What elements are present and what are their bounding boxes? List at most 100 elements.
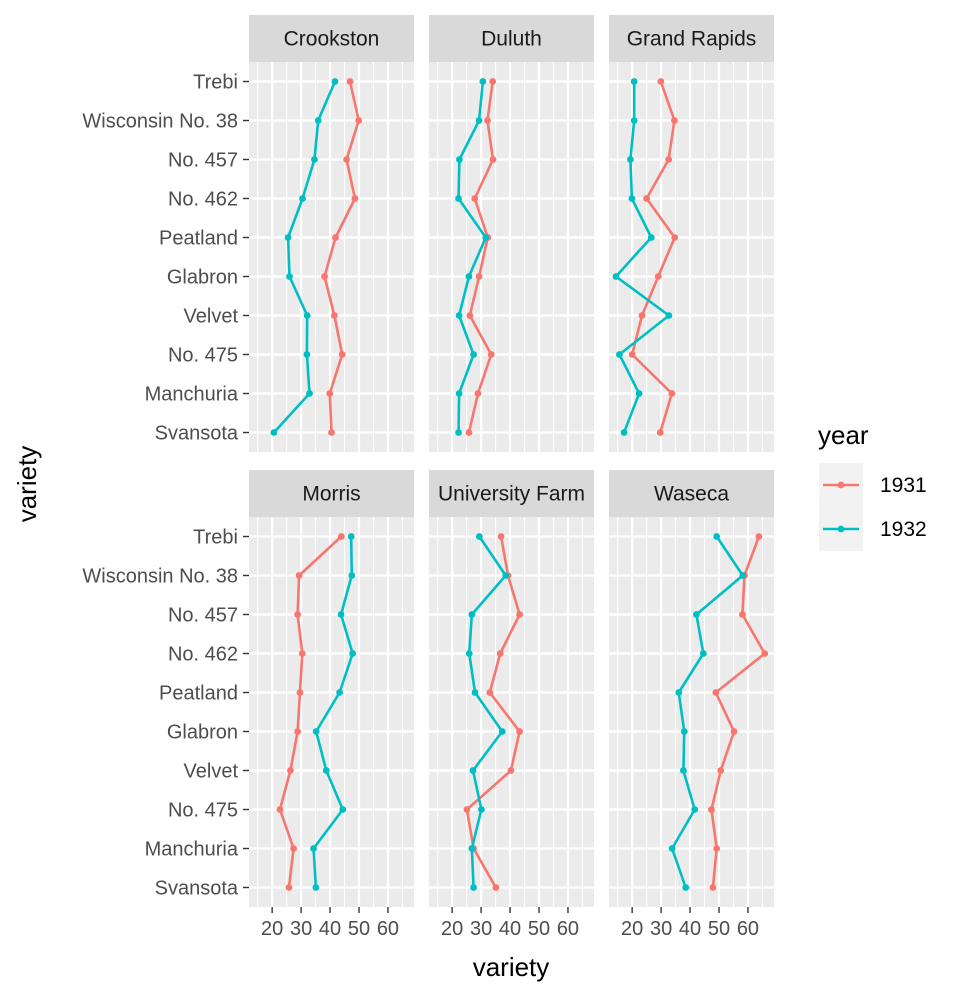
data-point-1931 <box>516 611 524 618</box>
data-point-1932 <box>628 195 636 202</box>
data-point-1932 <box>469 767 477 774</box>
facet-strip-label: Duluth <box>481 28 542 51</box>
x-tick-label: 20 <box>261 918 283 940</box>
facet-panel: Duluth <box>429 15 594 452</box>
series-line-1932 <box>272 80 337 434</box>
y-tick-label: Peatland <box>159 228 238 250</box>
data-point-1932 <box>620 429 628 436</box>
facet-panel: University Farm <box>429 470 594 907</box>
data-point-1932 <box>468 845 476 852</box>
series-line-1932 <box>467 535 508 888</box>
y-tick-label: Trebi <box>193 527 238 549</box>
panel-background <box>609 517 774 907</box>
data-point-1931 <box>466 312 474 319</box>
facet-strip-label: Waseca <box>654 483 729 506</box>
x-tick-label: 40 <box>679 918 701 940</box>
legend-label: 1931 <box>880 474 927 497</box>
legend-key-point <box>837 481 845 489</box>
x-tick-label: 30 <box>470 918 492 940</box>
data-point-1932 <box>455 195 462 202</box>
series-line-1931 <box>710 536 767 888</box>
y-tick-label: Manchuria <box>145 384 239 406</box>
series-line-1931 <box>467 81 495 433</box>
facet-strip <box>249 470 414 517</box>
data-point-1931 <box>761 650 769 657</box>
data-point-1931 <box>332 234 339 241</box>
data-point-1932 <box>455 156 463 163</box>
data-point-1932 <box>284 234 292 241</box>
data-point-1932 <box>699 650 707 657</box>
y-tick-label: Wisconsin No. 38 <box>82 111 238 133</box>
data-point-1932 <box>482 234 490 241</box>
x-tick-label: 50 <box>708 918 730 940</box>
data-point-1932 <box>680 728 688 735</box>
y-tick-label: Glabron <box>167 722 238 744</box>
facet-panels: Crookston Duluth Grand Rapids Morris Univers… <box>249 15 774 907</box>
facet-strip <box>609 15 774 62</box>
data-point-1932 <box>337 611 345 618</box>
data-point-1932 <box>311 156 318 163</box>
data-point-1931 <box>328 429 335 436</box>
data-point-1932 <box>470 351 477 358</box>
data-point-1931 <box>337 533 345 540</box>
data-point-1931 <box>656 429 664 436</box>
data-point-1932 <box>475 117 483 124</box>
x-tick-label: 50 <box>348 918 370 940</box>
legend-entry: 1931 <box>819 463 927 507</box>
facet-panel: Waseca <box>609 470 774 907</box>
data-point-1932 <box>470 884 477 891</box>
data-point-1931 <box>516 728 524 735</box>
data-point-1932 <box>665 312 673 319</box>
y-tick-label: No. 457 <box>168 150 238 172</box>
data-point-1932 <box>455 390 463 397</box>
x-tick-label: 40 <box>319 918 341 940</box>
data-point-1931 <box>465 429 473 436</box>
y-tick-label: Peatland <box>159 683 238 705</box>
data-point-1932 <box>336 689 344 696</box>
y-tick-label: Velvet <box>184 306 239 328</box>
data-point-1932 <box>303 351 311 358</box>
data-point-1931 <box>739 611 746 618</box>
legend-title: year <box>818 420 869 450</box>
data-point-1932 <box>502 572 510 579</box>
data-point-1931 <box>755 533 763 540</box>
data-point-1932 <box>739 572 747 579</box>
series-line-1931 <box>278 535 343 888</box>
data-point-1932 <box>312 884 320 891</box>
facet-strip <box>249 15 414 62</box>
data-point-1931 <box>474 390 482 397</box>
y-tick-label: Svansota <box>155 878 239 900</box>
data-point-1931 <box>487 351 495 358</box>
series-line-1931 <box>630 81 677 433</box>
data-point-1931 <box>668 390 676 397</box>
data-point-1931 <box>671 117 678 124</box>
facet-strip-label: University Farm <box>438 483 585 506</box>
x-tick-label: 60 <box>557 918 579 940</box>
data-point-1931 <box>489 156 497 163</box>
data-point-1931 <box>489 78 497 85</box>
y-tick-label: Glabron <box>167 267 238 289</box>
data-point-1931 <box>638 312 646 319</box>
data-point-1931 <box>497 533 505 540</box>
data-point-1932 <box>349 650 357 657</box>
data-point-1931 <box>475 273 483 280</box>
x-tick-label: 30 <box>650 918 672 940</box>
data-point-1931 <box>276 806 284 813</box>
series-line-1932 <box>457 81 488 433</box>
y-tick-label: No. 475 <box>168 800 238 822</box>
data-point-1931 <box>351 195 359 202</box>
series-line-1931 <box>465 536 521 889</box>
data-point-1931 <box>665 156 673 163</box>
facet-strip <box>429 15 594 62</box>
x-axis-title: variety <box>473 952 550 982</box>
data-point-1931 <box>492 884 500 891</box>
data-point-1931 <box>496 650 504 657</box>
data-point-1931 <box>507 767 515 774</box>
data-point-1932 <box>647 234 655 241</box>
data-point-1932 <box>331 78 339 85</box>
data-point-1932 <box>303 312 311 319</box>
data-point-1932 <box>477 806 485 813</box>
y-axis: Svansota Manchuria No. 475 Velvet Glabron Pea… <box>82 72 249 900</box>
x-tick-label: 30 <box>290 918 312 940</box>
